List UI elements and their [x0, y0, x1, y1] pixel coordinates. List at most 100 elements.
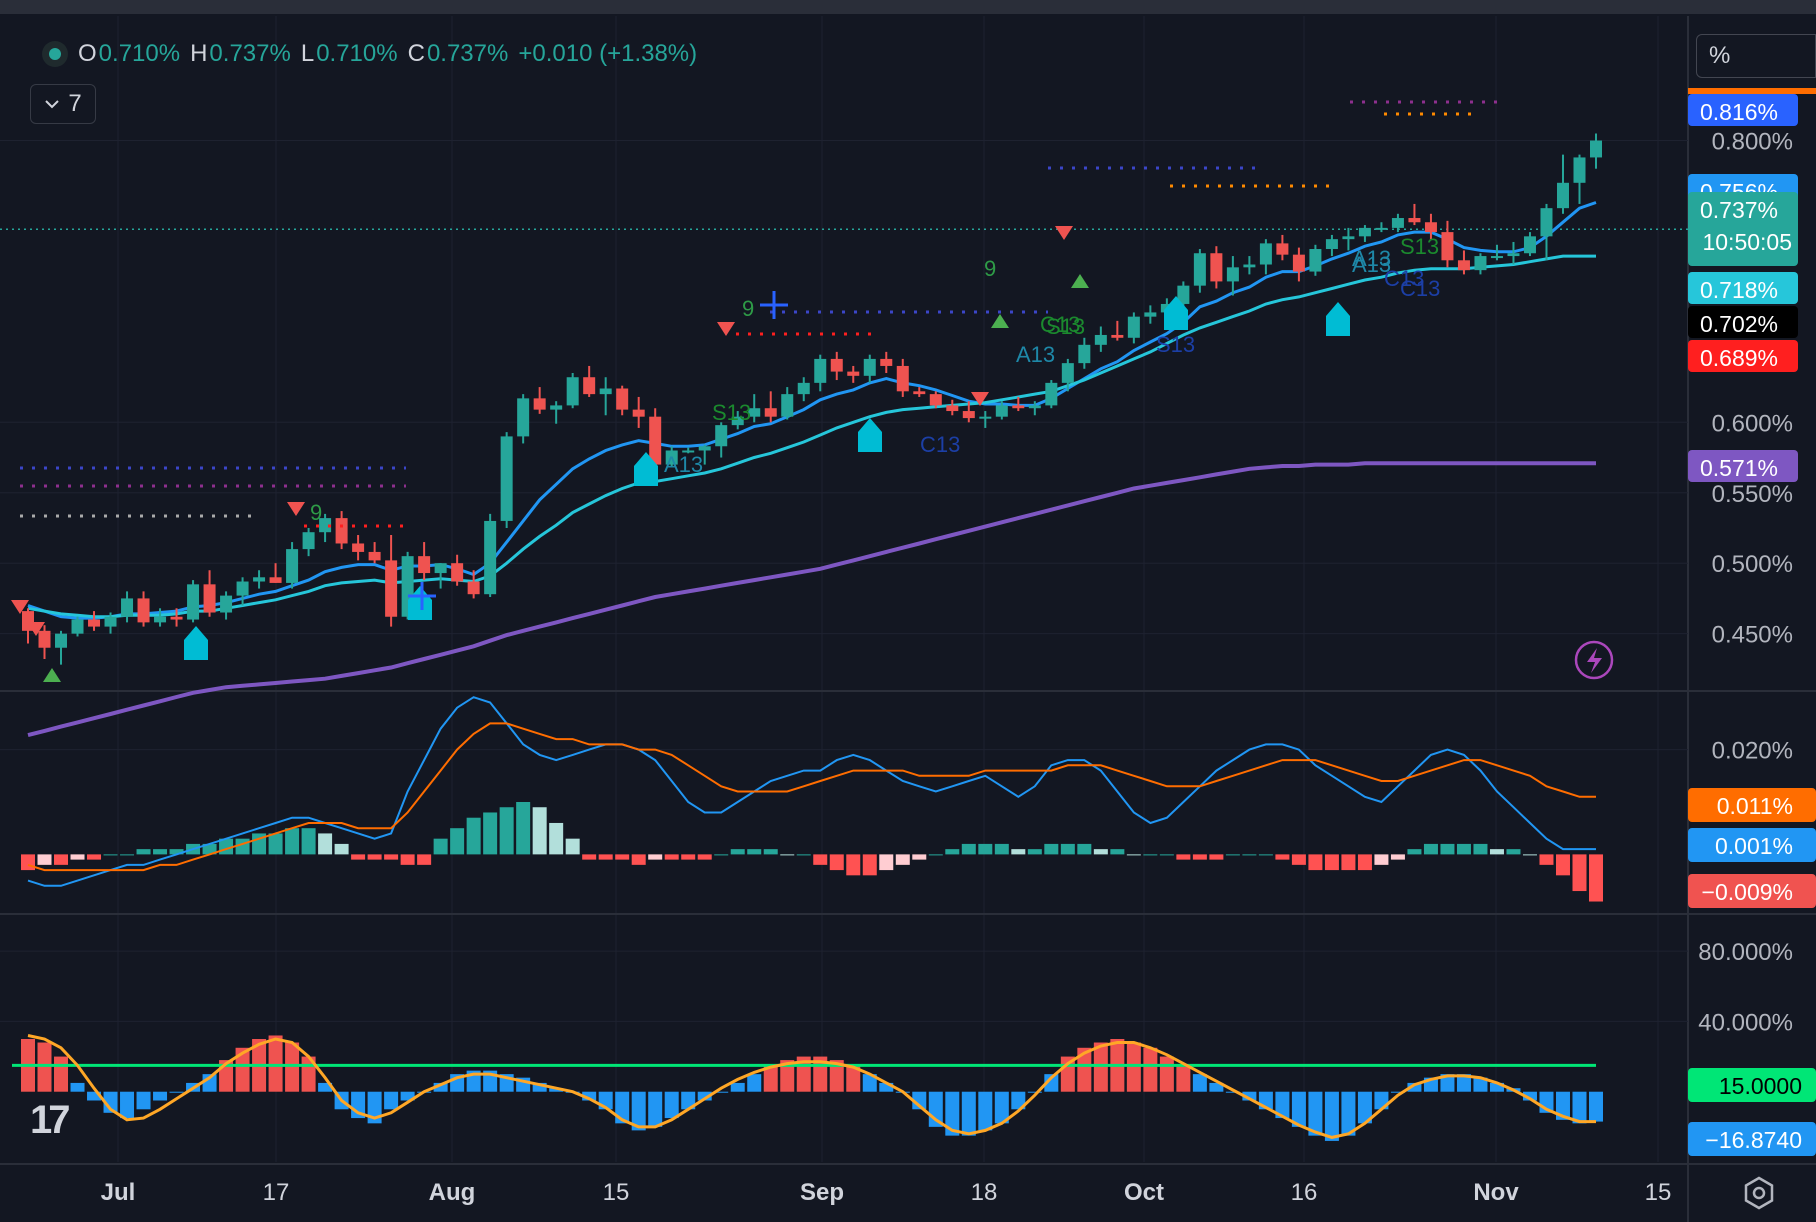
osc-histogram-bar — [780, 1060, 795, 1092]
osc-histogram-bar — [1275, 1091, 1290, 1119]
macd-histogram-bar — [1456, 843, 1471, 855]
candle-body — [203, 584, 216, 613]
low-value: 0.710% — [316, 40, 398, 67]
macd-histogram-bar — [268, 833, 283, 855]
macd-histogram-bar — [648, 854, 663, 860]
candle-body — [1590, 140, 1602, 158]
macd-histogram-bar — [763, 849, 778, 855]
macd-histogram-bar — [136, 849, 151, 855]
candle-body — [896, 365, 909, 392]
macd-histogram-bar — [829, 854, 844, 871]
osc-histogram-bar — [747, 1074, 762, 1092]
macd-badge-label: −0.009% — [1702, 879, 1793, 905]
price-badge — [1688, 192, 1798, 266]
osc-histogram-bar — [1589, 1091, 1603, 1122]
price-badge-label: 0.571% — [1700, 455, 1778, 481]
macd-histogram-bar — [846, 854, 861, 876]
candle-body — [335, 518, 348, 544]
moving-average-line-2 — [27, 254, 1596, 619]
candle-body — [1573, 157, 1586, 183]
signal-line — [27, 722, 1596, 872]
candle-body — [748, 408, 761, 417]
candle-body — [302, 532, 315, 550]
candle-body — [1507, 253, 1520, 257]
settings-icon[interactable] — [1742, 1176, 1776, 1210]
lightning-bolt-icon — [1587, 648, 1602, 673]
candle-body — [418, 556, 431, 574]
macd-histogram-bar — [87, 854, 102, 860]
macd-histogram-bar — [664, 854, 679, 860]
indicators-count: 7 — [68, 90, 82, 117]
osc-histogram-bar — [433, 1082, 448, 1092]
candle-body — [1474, 256, 1487, 271]
macd-histogram-bar — [879, 854, 894, 871]
macd-histogram-bar — [697, 854, 712, 860]
high-label: H — [190, 40, 208, 67]
signal-label: A13 — [1352, 252, 1391, 277]
macd-badge — [1688, 828, 1816, 862]
candle-body — [368, 551, 381, 561]
macd-histogram-bar — [1473, 843, 1488, 855]
macd-histogram-bar — [945, 849, 960, 855]
signal-label: S13 — [1046, 314, 1085, 339]
candle-body — [55, 633, 68, 648]
moving-average-line-3 — [27, 461, 1596, 738]
candle-body — [847, 371, 860, 376]
macd-histogram-bar — [1589, 854, 1603, 902]
price-axis-tick: 0.600% — [1712, 410, 1793, 437]
osc-histogram-bar — [994, 1091, 1009, 1124]
osc-histogram-bar — [1242, 1091, 1257, 1101]
time-axis-label: Oct — [1124, 1179, 1164, 1206]
macd-histogram-bar — [252, 833, 267, 855]
indicators-toggle-button[interactable]: 7 — [30, 84, 96, 124]
price-badge — [1688, 340, 1798, 372]
time-axis-label: Nov — [1473, 1179, 1519, 1206]
percent-scale-button[interactable]: % — [1696, 34, 1816, 78]
macd-histogram-bar — [1159, 854, 1174, 856]
macd-histogram-bar — [1555, 854, 1570, 876]
macd-histogram-bar — [384, 854, 399, 860]
candle-body — [38, 630, 51, 648]
candle-body — [599, 388, 612, 395]
osc-histogram-bar — [1390, 1091, 1405, 1093]
candle-body — [1226, 267, 1239, 282]
macd-histogram-bar — [433, 838, 448, 855]
percent-scale-label: % — [1709, 42, 1731, 69]
macd-histogram-bar — [1027, 849, 1042, 855]
price-badge-label: 0.689% — [1700, 345, 1778, 371]
candle-body — [1028, 405, 1041, 409]
macd-histogram-bar — [1390, 854, 1405, 860]
osc-histogram-bar — [829, 1060, 844, 1092]
setup-nine-label: 9 — [742, 296, 754, 321]
macd-histogram-bar — [450, 828, 465, 855]
lightning-alert-icon — [1574, 640, 1614, 680]
candle-body — [1094, 334, 1107, 345]
candle-body — [979, 416, 992, 419]
macd-histogram-bar — [912, 854, 927, 860]
macd-histogram-bar — [565, 838, 580, 855]
candle-body — [550, 405, 563, 410]
symbol-status-icon[interactable] — [42, 41, 68, 67]
osc-histogram-bar — [1456, 1074, 1471, 1092]
ohlc-legend: O 0.710% H 0.737% L 0.710% C 0.737% +0.010 (… — [42, 36, 697, 72]
osc-histogram-bar — [1209, 1082, 1224, 1092]
candle-body — [253, 577, 266, 582]
candle-body — [962, 411, 975, 419]
osc-histogram-bar — [1159, 1056, 1174, 1092]
candle-body — [1540, 208, 1553, 237]
osc-histogram-bar — [1440, 1074, 1455, 1092]
candle-body — [484, 520, 497, 595]
signal-label: C13 — [920, 432, 960, 457]
candle-body — [946, 405, 959, 412]
macd-histogram-bar — [285, 828, 300, 855]
candle-body — [517, 398, 530, 437]
macd-histogram-bar — [1225, 854, 1240, 856]
macd-histogram-bar — [1572, 854, 1587, 892]
candle-body — [1177, 285, 1190, 304]
macd-histogram-bar — [1192, 854, 1207, 860]
candle-body — [814, 358, 827, 383]
candle-body — [1144, 312, 1157, 317]
osc-histogram-bar — [1407, 1082, 1422, 1092]
time-axis-label: Aug — [429, 1179, 476, 1206]
